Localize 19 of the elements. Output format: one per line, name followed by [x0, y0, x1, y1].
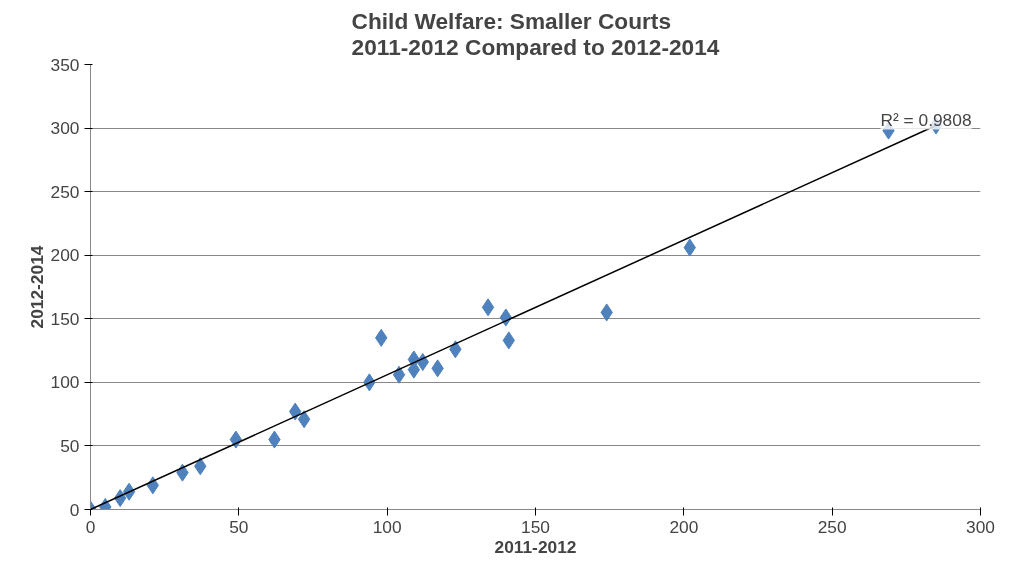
x-axis-title: 2011-2012 [494, 536, 577, 557]
y-tick-label: 0 [69, 499, 80, 520]
chart-title: Child Welfare: Smaller Courts 2011-2012 Compared to 2012-2014 [351, 7, 720, 60]
y-tick-label: 300 [50, 118, 80, 139]
annotation: R² = 0.9808 [880, 109, 972, 130]
y-tick-label: 50 [60, 435, 80, 456]
x-tick-label: 50 [229, 516, 249, 537]
x-tick-label: 0 [85, 516, 96, 537]
x-tick-label: 200 [669, 516, 699, 537]
x-tick-label: 100 [372, 516, 402, 537]
y-tick-label: 150 [50, 308, 80, 329]
y-tick-label: 350 [50, 54, 80, 75]
y-tick-label: 200 [50, 245, 80, 266]
x-tick-label: 300 [966, 516, 995, 537]
x-tick-label: 250 [817, 516, 847, 537]
x-tick-label: 150 [521, 516, 550, 537]
y-axis-title: 2012-2014 [26, 245, 47, 329]
y-tick-label: 250 [50, 181, 80, 202]
y-tick-label: 100 [50, 372, 80, 393]
